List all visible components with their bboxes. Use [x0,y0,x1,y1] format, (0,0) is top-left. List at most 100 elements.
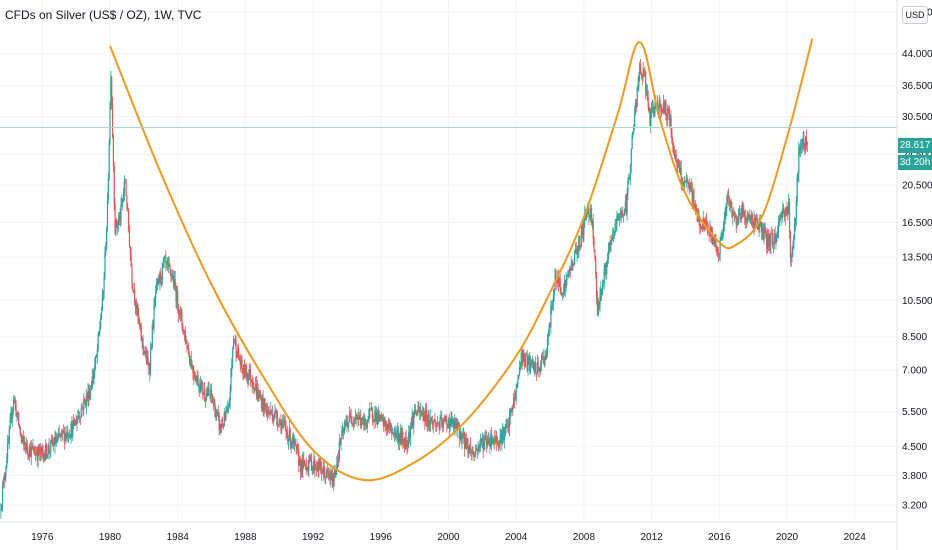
candle-body [416,412,418,416]
candle-body [265,405,268,416]
candle-body [644,70,646,72]
candle-body [785,208,787,209]
candle-body [384,418,386,424]
candle-body [401,431,403,444]
candle-body [338,440,340,459]
candle-body [328,474,330,477]
candle-body [28,453,30,456]
candle-body [34,452,36,456]
candle-body [652,106,654,114]
candle-body [89,392,91,401]
candle-body [219,423,221,430]
candle-body [602,283,604,285]
candle-body [413,411,415,426]
candle-body [370,409,372,411]
candle-body [436,423,439,425]
candle-body [145,351,147,363]
candle-body [344,423,346,428]
candle-body [51,439,53,441]
x-tick-label: 1976 [31,532,54,543]
candle-body [590,208,593,224]
y-axis[interactable]: 3.200 3.800 4.500 5.500 7.000 8.500 10.500 13.5… [896,0,932,550]
candle-body [601,284,604,296]
candle-body [271,409,273,414]
candle-body [67,431,69,438]
candle-body [127,208,129,210]
currency-button[interactable]: USD [902,6,928,24]
candle-body [89,389,92,393]
candle-body [13,399,15,401]
candle-body [223,412,225,426]
candle-body [479,445,481,448]
candle-body [260,398,263,409]
candle-body [690,182,692,187]
candle-body [783,208,785,214]
candle-body [536,362,538,373]
candle-body [114,203,116,233]
candle-body [59,435,61,437]
candle-body [426,422,428,426]
candle-body [78,415,81,418]
candle-body [442,417,445,428]
candle-body [300,459,302,472]
candle-body [155,282,158,292]
candle-body [697,216,699,222]
candle-body [621,212,623,215]
candle-body [752,227,754,229]
candle-body [370,407,373,410]
x-axis[interactable]: 1976 1980 1984 1988 1992 1996 2000 2004 2008 2012… [0,521,897,543]
candle-body [579,245,582,247]
candle-body [509,411,511,417]
candle-body [263,398,265,411]
candle-body [678,165,681,173]
candle-body [108,143,110,179]
candle-body [139,319,141,327]
candle-body [501,434,503,444]
candle-body [496,435,498,443]
candle-body [320,461,322,467]
candle-body [639,63,642,74]
candle-body [805,136,808,145]
candle-body [441,424,444,428]
candle-body [638,75,640,85]
x-tick-label: 1980 [99,532,122,543]
candle-body [380,414,382,416]
candle-body [550,307,552,327]
candle-body [315,467,317,470]
candle-body [9,420,11,429]
candle-body [238,357,241,361]
candle-body [8,428,10,441]
candle-body [470,450,472,453]
candle-body [331,473,334,487]
candle-body [360,422,362,426]
candle-body [788,200,790,214]
candle-body [751,214,753,228]
candle-body [646,91,648,98]
candle-body [734,215,736,216]
candle-body [451,418,453,425]
candle-body [394,428,396,433]
candle-body [761,222,763,232]
candle-body [407,441,409,447]
candle-body [460,431,462,443]
candle-body [715,238,717,249]
candle-body [622,214,624,216]
candle-body [708,233,710,236]
candle-body [150,347,152,369]
candle-body [261,398,263,409]
candle-body [739,208,741,215]
candle-body [107,178,109,201]
candle-body [349,414,351,417]
candle-body [386,424,389,431]
candle-body [728,198,731,204]
y-tick-label: 8.500 [902,332,927,343]
candle-body [402,431,404,443]
candle-body [562,293,564,295]
candle-body [635,102,637,107]
candle-body [188,348,190,354]
candle-body [746,215,748,223]
candle-body [390,423,392,433]
cup-curve-path [109,38,814,482]
